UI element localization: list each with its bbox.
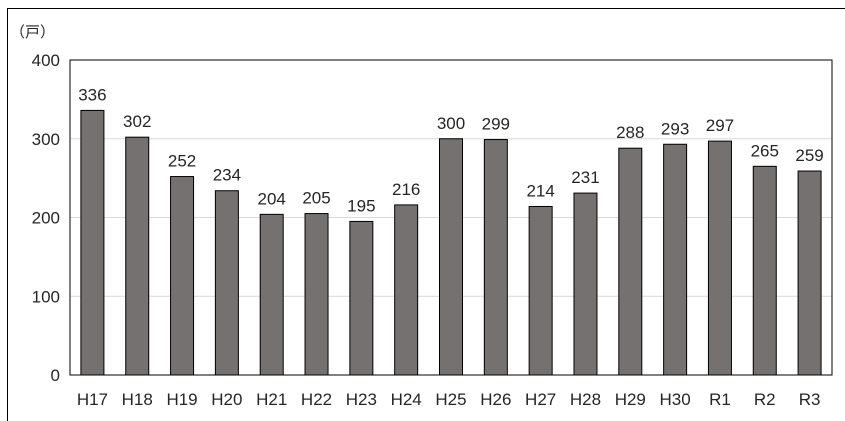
bars	[80, 109, 822, 376]
data-label: 288	[616, 123, 644, 142]
bar	[483, 139, 508, 376]
y-tick-label: 0	[51, 366, 60, 385]
y-tick-label: 100	[32, 287, 60, 306]
bar	[259, 213, 284, 376]
plot-area-outline	[69, 59, 833, 376]
bar	[214, 190, 239, 376]
x-tick-label: H24	[391, 390, 422, 409]
data-label: 204	[258, 189, 286, 208]
x-tick-label: H17	[77, 390, 108, 409]
bar	[80, 109, 105, 376]
x-tick-label: R2	[754, 390, 776, 409]
x-tick-label: H18	[122, 390, 153, 409]
bar	[170, 176, 195, 376]
data-label: 214	[526, 181, 554, 200]
data-label: 302	[123, 112, 151, 131]
data-label: 297	[706, 116, 734, 135]
data-label: 216	[392, 180, 420, 199]
plot-area-border	[69, 59, 833, 376]
data-label: 336	[78, 85, 106, 104]
y-axis-tick-labels: 0 100 200 300 400	[32, 51, 60, 385]
x-tick-label: H26	[480, 390, 511, 409]
data-label: 234	[213, 166, 241, 185]
y-axis-unit-label: （戸）	[10, 23, 55, 41]
x-tick-label: H30	[660, 390, 691, 409]
y-tick-label: 400	[32, 51, 60, 70]
x-tick-label: H22	[301, 390, 332, 409]
x-tick-label: H27	[525, 390, 556, 409]
data-label: 252	[168, 152, 196, 171]
x-tick-label: R3	[799, 390, 821, 409]
bar	[707, 140, 732, 376]
bar	[752, 165, 777, 376]
data-label: 265	[751, 141, 779, 160]
bar	[349, 220, 374, 376]
x-axis-tick-labels: H17 H18 H19 H20 H21 H22 H23 H24 H25 H26 H27 H28 H29 H…	[77, 390, 821, 409]
y-tick-label: 300	[32, 130, 60, 149]
data-label: 231	[571, 168, 599, 187]
data-label: 300	[437, 114, 465, 133]
x-tick-label: H19	[166, 390, 197, 409]
bar	[663, 143, 688, 376]
data-label: 299	[482, 115, 510, 134]
y-tick-label: 200	[32, 209, 60, 228]
chart-frame	[7, 8, 845, 421]
x-tick-label: H21	[256, 390, 287, 409]
bar	[797, 170, 822, 376]
data-label: 293	[661, 119, 689, 138]
x-tick-label: H28	[570, 390, 601, 409]
bar	[125, 136, 150, 376]
bar	[528, 205, 553, 376]
bar	[304, 213, 329, 376]
x-tick-label: R1	[709, 390, 731, 409]
bar	[618, 147, 643, 376]
bar	[439, 138, 463, 376]
data-labels: 336 302 252 234 204 205 195 216 300 299 214 231 288 2…	[78, 85, 824, 215]
x-tick-label: H29	[615, 390, 646, 409]
bar	[394, 204, 419, 376]
x-tick-label: H25	[435, 390, 466, 409]
x-tick-label: H23	[346, 390, 377, 409]
data-label: 205	[302, 189, 330, 208]
x-tick-label: H20	[211, 390, 242, 409]
data-label: 195	[347, 196, 375, 215]
data-label: 259	[795, 146, 823, 165]
bar	[573, 192, 598, 376]
